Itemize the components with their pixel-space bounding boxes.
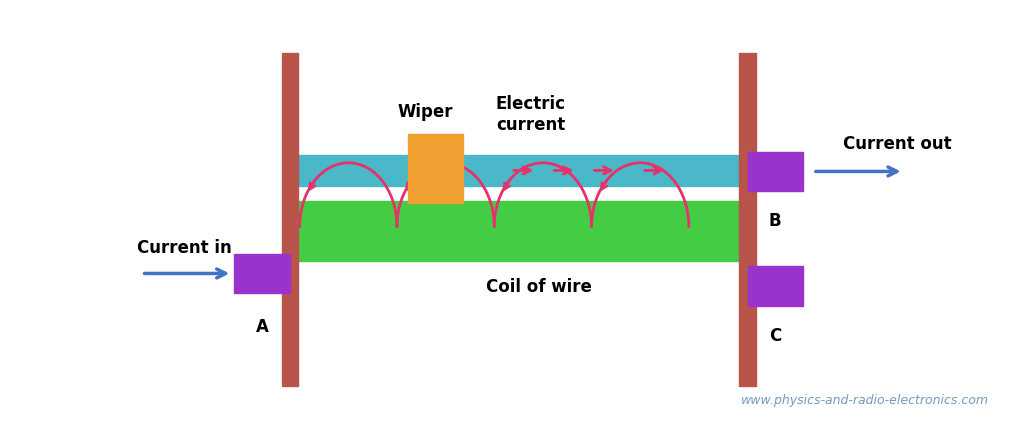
Bar xyxy=(234,254,289,293)
Text: Coil of wire: Coil of wire xyxy=(485,278,591,296)
Bar xyxy=(289,200,747,261)
Bar xyxy=(739,53,755,386)
Text: Current out: Current out xyxy=(842,135,950,153)
Text: www.physics-and-radio-electronics.com: www.physics-and-radio-electronics.com xyxy=(740,394,988,407)
Bar xyxy=(747,151,802,191)
Bar xyxy=(407,134,463,203)
Bar xyxy=(281,53,297,386)
Text: Electric
current: Electric current xyxy=(495,95,565,134)
Text: Wiper: Wiper xyxy=(397,103,453,122)
Bar xyxy=(747,266,802,306)
Text: Current in: Current in xyxy=(136,239,232,257)
Text: C: C xyxy=(768,327,780,345)
Bar xyxy=(289,155,747,186)
Text: A: A xyxy=(255,318,268,336)
Text: B: B xyxy=(768,212,780,230)
